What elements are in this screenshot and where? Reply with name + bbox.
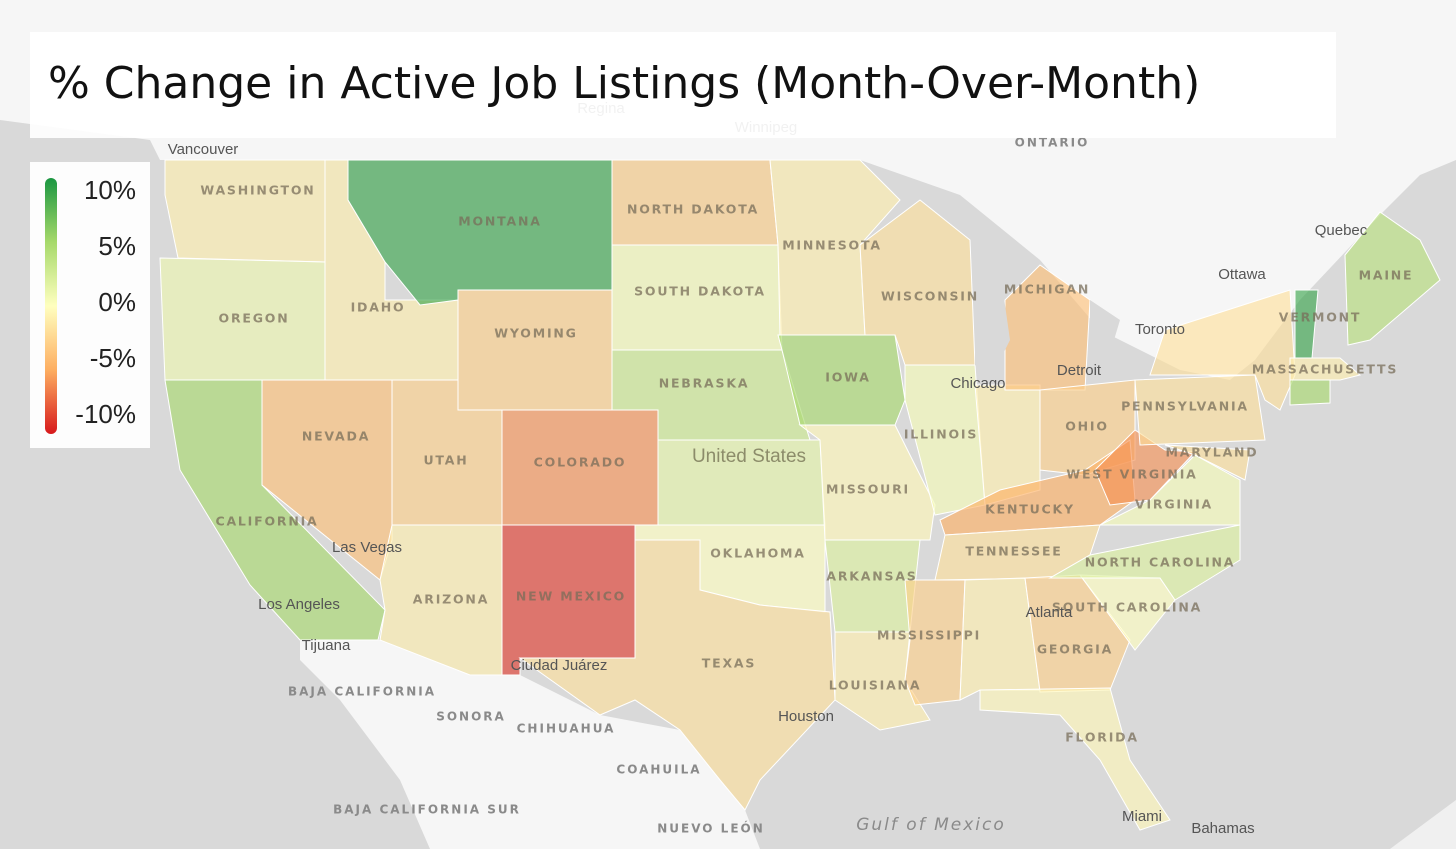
state-label: GEORGIA (1037, 642, 1113, 657)
title-box (30, 32, 1336, 138)
city-label: Miami (1122, 808, 1162, 825)
legend-tick-label: -5% (90, 343, 136, 373)
state-label: NORTH DAKOTA (627, 202, 759, 217)
state (979, 687, 1171, 831)
region-label: BAJA CALIFORNIA (288, 685, 436, 699)
legend-tick-label: 5% (98, 231, 136, 261)
city-label: Chicago (950, 375, 1005, 392)
state-label: COLORADO (534, 455, 627, 470)
state (164, 159, 326, 263)
region-label: COAHUILA (616, 763, 701, 777)
mexico (300, 640, 760, 849)
state-label: NEW MEXICO (516, 589, 626, 604)
state-label: MISSOURI (826, 482, 910, 497)
state (1134, 374, 1266, 446)
state-label: UTAH (423, 453, 468, 468)
state-label: MAINE (1359, 268, 1414, 283)
region-label: BAJA CALIFORNIA SUR (333, 803, 521, 817)
state-label: MASSACHUSETTS (1252, 362, 1398, 377)
city-label: Vancouver (168, 141, 239, 158)
state-label: CALIFORNIA (215, 514, 318, 529)
states (159, 159, 1441, 831)
city-label: Houston (778, 708, 834, 725)
city-label: Tijuana (302, 637, 351, 654)
state (1149, 289, 1296, 411)
state-label: MONTANA (458, 214, 542, 229)
state-label: OHIO (1065, 419, 1109, 434)
state-label: TENNESSEE (965, 544, 1062, 559)
legend-tick-label: -10% (75, 399, 136, 429)
state (1099, 454, 1241, 526)
state-label: ARIZONA (413, 592, 489, 607)
region-label: Gulf of Mexico (856, 815, 1006, 835)
state (1164, 444, 1251, 481)
lake-michigan (975, 270, 1010, 380)
state-label: KENTUCKY (985, 502, 1075, 517)
state (1289, 357, 1362, 381)
legend-tick-label: 0% (98, 287, 136, 317)
legend-tick-label: 10% (84, 175, 136, 205)
state-label: WASHINGTON (200, 183, 315, 198)
state-label: SOUTH CAROLINA (1052, 600, 1202, 615)
state (798, 424, 936, 541)
state-label: MICHIGAN (1004, 282, 1090, 297)
state-label: MINNESOTA (782, 238, 882, 253)
state-label: MARYLAND (1166, 445, 1259, 460)
state-label: WYOMING (494, 326, 577, 341)
title: % Change in Active Job Listings (Month-O… (48, 58, 1200, 109)
state-label: FLORIDA (1065, 730, 1139, 745)
state (457, 289, 613, 411)
city-label: Detroit (1057, 362, 1102, 379)
state-label: NEVADA (302, 429, 370, 444)
city-label: Bahamas (1191, 820, 1254, 837)
state (1289, 379, 1331, 406)
city-label: Los Angeles (258, 596, 340, 613)
city-label: Atlanta (1026, 604, 1073, 621)
legend-bar (45, 178, 57, 434)
state-label: NEBRASKA (659, 376, 750, 391)
state-label: WEST VIRGINIA (1066, 467, 1197, 482)
state-label: TEXAS (702, 656, 756, 671)
state-label: PENNSYLVANIA (1121, 399, 1249, 414)
land (1390, 800, 1456, 849)
state-label: SOUTH DAKOTA (634, 284, 766, 299)
lake-huron (1090, 300, 1120, 380)
state-label: OREGON (219, 311, 290, 326)
city-label: Quebec (1315, 222, 1368, 239)
region-label: NUEVO LEÓN (657, 821, 765, 836)
city-label: Ottawa (1218, 266, 1266, 283)
state-label: IDAHO (351, 300, 406, 315)
city-label: Toronto (1135, 321, 1185, 338)
state-label: ARKANSAS (826, 569, 917, 584)
region-label: CHIHUAHUA (517, 722, 616, 736)
region-label: SONORA (436, 710, 506, 724)
city-label: United States (692, 446, 806, 467)
legend: 10% 5% 0% -5% -10% (75, 175, 136, 429)
state-label: OKLAHOMA (710, 546, 806, 561)
state-label: MISSISSIPPI (877, 628, 981, 643)
region-label: ONTARIO (1015, 136, 1090, 150)
state (1344, 211, 1441, 346)
state-label: VIRGINIA (1135, 497, 1213, 512)
state-label: NORTH CAROLINA (1085, 555, 1236, 570)
state-label: VERMONT (1279, 310, 1362, 325)
state-label: LOUISIANA (829, 678, 922, 693)
city-label: Ciudad Juárez (511, 657, 608, 674)
state (518, 539, 836, 811)
labels: WASHINGTON OREGON CALIFORNIA NEVADA IDAHO MON… (168, 100, 1414, 837)
state-label: IOWA (825, 370, 870, 385)
state-label: ILLINOIS (904, 427, 978, 442)
state-label: WISCONSIN (881, 289, 979, 304)
state (1004, 264, 1091, 391)
city-label: Las Vegas (332, 539, 402, 556)
